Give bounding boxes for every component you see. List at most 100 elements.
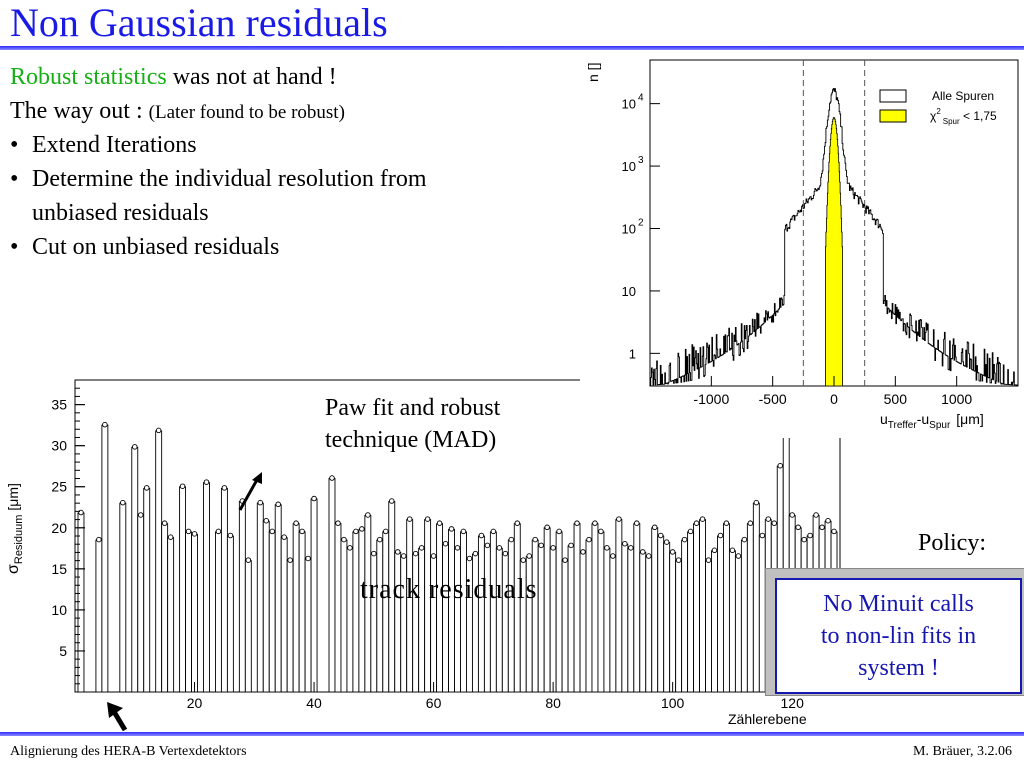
residual-point [335, 520, 341, 526]
residual-bar [740, 539, 748, 693]
line-way-out: The way out : (Later found to be robust) [10, 94, 345, 130]
residual-point [747, 520, 754, 526]
y-axis-label: n [] [585, 63, 601, 82]
residual-bar [185, 531, 192, 693]
residual-point [705, 557, 712, 563]
residual-point [562, 557, 568, 563]
residual-bar [645, 556, 653, 693]
bullet-item: • Cut on unbiased residuals [10, 230, 279, 264]
legend-label-chi2: χ2Spur < 1,75 [930, 107, 997, 126]
residual-point [377, 536, 383, 543]
residual-bar [597, 531, 605, 693]
residual-point [801, 536, 807, 543]
x-tick-label: 0 [830, 391, 838, 407]
residual-point [281, 534, 287, 540]
residual-point [574, 520, 580, 526]
residual-point [406, 516, 413, 522]
residual-point [466, 555, 473, 562]
residual-bar [346, 547, 354, 693]
residual-bar [699, 519, 706, 693]
x-tick-label: 20 [187, 695, 203, 711]
residual-point [717, 532, 724, 539]
residual-bar [687, 531, 695, 693]
residual-point [568, 542, 574, 549]
residual-point [353, 528, 359, 535]
residual-point [137, 512, 144, 518]
y-tick-label: 20 [51, 520, 67, 536]
residual-bar [298, 531, 306, 693]
residual-bar [555, 531, 563, 693]
residual-bar [621, 543, 629, 693]
residual-point [263, 517, 270, 524]
residual-point [634, 520, 640, 526]
fit-note: Paw fit and robust technique (MAD) [325, 392, 500, 456]
residual-bar [406, 519, 414, 693]
residual-bar [728, 550, 736, 693]
y-tick-label: 25 [51, 479, 67, 495]
residual-point [771, 520, 778, 526]
robust-statistics-text: Robust statistics [10, 64, 167, 90]
residual-point [777, 462, 783, 469]
residual-bar [717, 535, 724, 693]
residual-point [454, 545, 461, 551]
bullet-text: Determine the individual resolution from [32, 166, 427, 192]
bullet-item: • Determine the individual resolution fro… [10, 162, 427, 196]
residual-bar [442, 543, 449, 693]
residual-point [412, 550, 419, 557]
residual-point [359, 526, 365, 532]
residual-point [269, 528, 275, 535]
residual-bar [310, 498, 318, 693]
x-tick-label: 40 [306, 695, 322, 711]
residual-point [622, 540, 628, 547]
residual-bar [603, 547, 611, 693]
residual-bar [238, 501, 246, 693]
residual-bar [358, 528, 366, 693]
residual-point [741, 536, 748, 543]
x-tick-label: 500 [884, 391, 908, 407]
residual-point [496, 545, 503, 551]
residual-point [347, 545, 353, 551]
residual-bar [334, 523, 342, 693]
residual-bar [657, 535, 665, 693]
residual-bar [280, 537, 288, 693]
residual-point [365, 512, 371, 518]
residual-bar [746, 523, 754, 693]
residual-bar [292, 523, 300, 693]
bullet-text: Cut on unbiased residuals [32, 234, 280, 260]
residual-point [329, 475, 335, 481]
residual-point [191, 531, 198, 537]
residual-bar [424, 519, 432, 693]
residual-point [311, 495, 317, 502]
policy-box-line: to non-lin fits in [820, 623, 977, 649]
y-axis-label: σResiduum[μm] [5, 483, 25, 574]
series-all-tracks [649, 88, 1019, 386]
legend-swatch-chi2 [879, 109, 907, 123]
y-tick-exponent: 3 [638, 155, 644, 166]
residual-point [604, 545, 610, 551]
residual-point [735, 553, 742, 559]
residual-bar [675, 560, 683, 693]
residual-bar [693, 523, 701, 693]
bullet-glyph: • [10, 166, 19, 192]
residual-point [753, 499, 760, 506]
y-tick-label: 35 [51, 397, 67, 413]
bullet-continuation: unbiased residuals [32, 200, 209, 226]
residual-bar [143, 487, 151, 693]
residual-bar [179, 486, 187, 693]
residual-bar [268, 531, 276, 693]
residual-point [490, 528, 497, 535]
residual-bar [382, 531, 390, 693]
residual-bar [543, 527, 551, 693]
residual-bar [513, 523, 521, 693]
residual-point [167, 534, 174, 540]
policy-label: Policy: [918, 530, 987, 556]
residual-point [514, 520, 521, 526]
residual-point [436, 520, 443, 526]
fit-note-line: Paw fit and robust [325, 395, 501, 421]
residual-bar [561, 560, 569, 693]
residual-point [221, 485, 228, 491]
legend: Alle Spuren χ2Spur < 1,75 [879, 89, 997, 126]
residual-point [616, 516, 622, 522]
residual-point [693, 520, 700, 526]
residual-point [646, 553, 652, 559]
